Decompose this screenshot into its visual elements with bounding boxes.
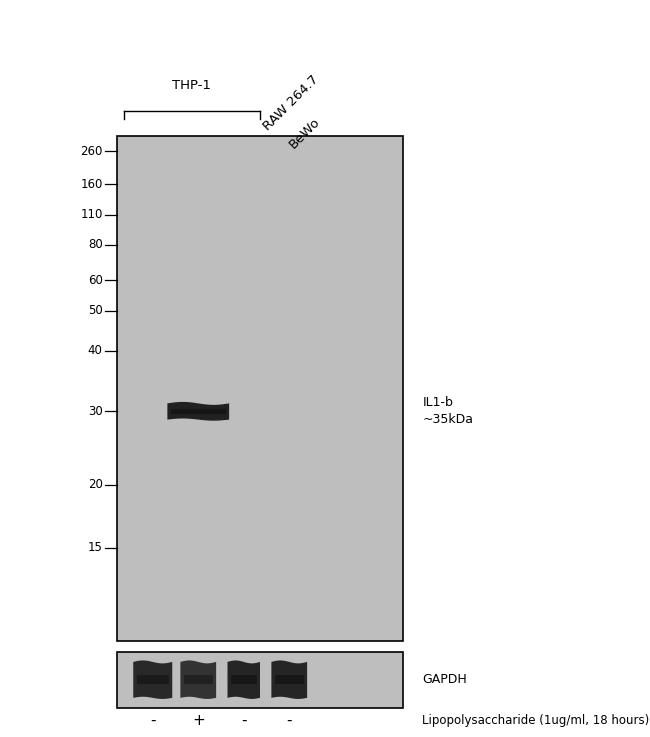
Polygon shape <box>168 402 229 421</box>
Bar <box>117 652 403 708</box>
Polygon shape <box>227 660 260 699</box>
Text: 60: 60 <box>88 273 103 287</box>
Bar <box>170 410 226 413</box>
Text: RAW 264.7: RAW 264.7 <box>261 72 321 133</box>
Text: IL1-b
~35kDa: IL1-b ~35kDa <box>422 397 473 427</box>
Text: 50: 50 <box>88 304 103 317</box>
Text: 160: 160 <box>81 178 103 191</box>
Text: -: - <box>241 713 246 728</box>
Text: 30: 30 <box>88 405 103 418</box>
Text: 15: 15 <box>88 541 103 554</box>
Bar <box>183 675 213 685</box>
Polygon shape <box>180 660 216 699</box>
Bar <box>117 136 403 641</box>
Text: 80: 80 <box>88 238 103 251</box>
Bar <box>231 675 257 685</box>
Text: GAPDH: GAPDH <box>422 674 467 686</box>
Text: 20: 20 <box>88 478 103 491</box>
Text: +: + <box>192 713 205 728</box>
Bar <box>136 675 169 685</box>
Bar <box>274 675 304 685</box>
Text: Lipopolysaccharide (1ug/ml, 18 hours): Lipopolysaccharide (1ug/ml, 18 hours) <box>422 714 650 727</box>
Text: 110: 110 <box>81 208 103 221</box>
Text: 260: 260 <box>81 145 103 158</box>
Text: BeWo: BeWo <box>287 115 322 151</box>
Text: -: - <box>150 713 155 728</box>
Text: -: - <box>287 713 292 728</box>
Polygon shape <box>133 660 172 699</box>
Text: 40: 40 <box>88 344 103 357</box>
Text: THP-1: THP-1 <box>172 79 211 92</box>
Polygon shape <box>272 660 307 699</box>
